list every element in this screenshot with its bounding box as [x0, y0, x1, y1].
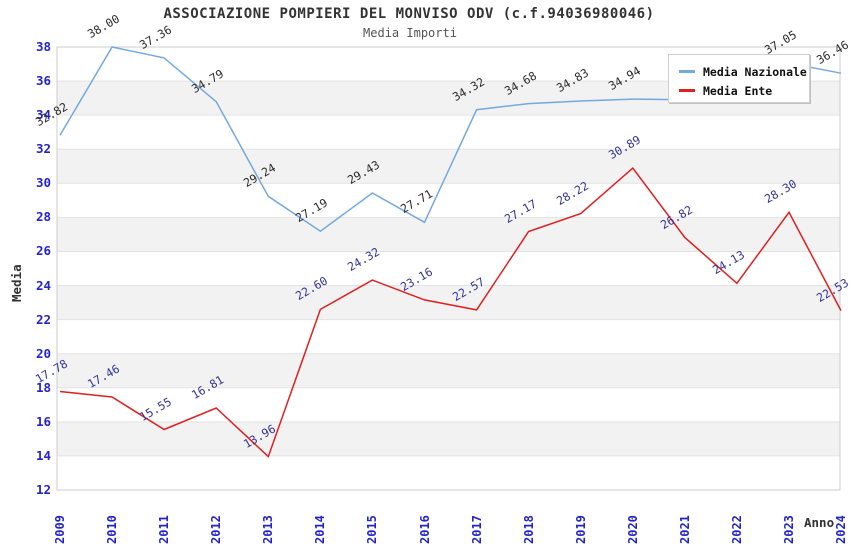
y-axis-title: Media: [9, 264, 24, 302]
y-tick-label: 22: [35, 311, 51, 327]
x-axis-title: Anno: [804, 515, 835, 530]
x-tick-label: 2018: [521, 515, 536, 544]
x-tick-label: 2024: [834, 515, 848, 544]
y-tick-label: 38: [35, 39, 51, 54]
y-tick-label: 30: [35, 175, 51, 191]
y-tick-label: 34: [35, 107, 51, 123]
x-tick-label: 2009: [53, 515, 67, 544]
y-tick-label: 36: [35, 73, 51, 89]
y-tick-label: 16: [35, 413, 51, 429]
legend-item-ente: Media Ente: [679, 81, 809, 100]
blue-line-icon: [679, 70, 695, 73]
red-line-icon: [679, 89, 695, 92]
x-tick-label: 2017: [469, 515, 484, 544]
y-tick-label: 28: [35, 209, 51, 225]
legend-label: Media Nazionale: [703, 64, 807, 79]
x-tick-label: 2011: [157, 515, 172, 544]
x-tick-label: 2023: [782, 515, 796, 544]
x-tick-label: 2019: [573, 515, 588, 544]
x-tick-label: 2022: [729, 515, 744, 544]
x-tick-label: 2012: [209, 515, 224, 544]
chart-subtitle: Media Importi: [363, 26, 457, 40]
y-tick-label: 32: [35, 141, 51, 157]
legend-item-nazionale: Media Nazionale: [679, 62, 809, 81]
legend: Media Nazionale Media Ente: [668, 54, 810, 103]
x-tick-label: 2015: [365, 515, 380, 544]
y-tick-label: 12: [35, 482, 51, 497]
y-tick-label: 18: [35, 379, 51, 395]
x-tick-label: 2014: [313, 515, 328, 544]
x-tick-label: 2016: [417, 515, 432, 544]
x-tick-label: 2020: [625, 515, 640, 544]
y-tick-label: 14: [35, 447, 51, 463]
y-tick-label: 26: [35, 243, 51, 259]
x-tick-label: 2013: [261, 515, 276, 544]
legend-label: Media Ente: [703, 83, 773, 98]
x-tick-label: 2021: [677, 515, 692, 544]
chart-title: ASSOCIAZIONE POMPIERI DEL MONVISO ODV (c…: [163, 6, 655, 22]
y-tick-label: 20: [35, 345, 51, 361]
x-tick-label: 2010: [105, 515, 120, 544]
y-tick-label: 24: [35, 277, 51, 293]
